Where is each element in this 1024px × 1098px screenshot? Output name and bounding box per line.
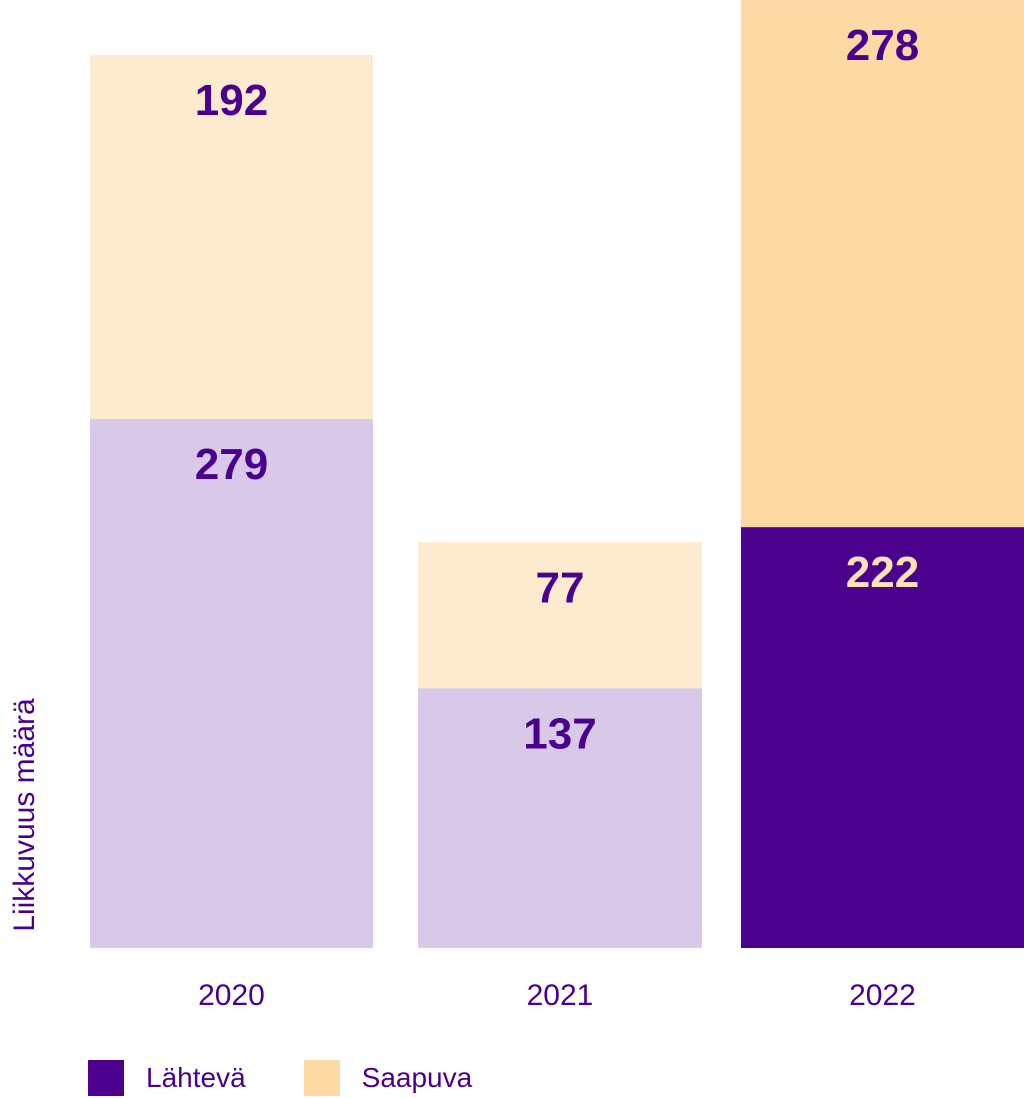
legend: Lähtevä Saapuva <box>88 1060 530 1096</box>
y-axis-label: Liikkuvuus määrä <box>8 698 41 932</box>
x-tick-2020: 2020 <box>198 979 265 1012</box>
bar-lahteva-2022 <box>741 527 1024 948</box>
value-label-saapuva-2020: 192 <box>195 76 268 125</box>
value-label-saapuva-2021: 77 <box>536 563 585 612</box>
bar-saapuva-2022 <box>741 0 1024 528</box>
x-tick-2021: 2021 <box>527 979 594 1012</box>
value-label-lahteva-2020: 279 <box>195 440 268 489</box>
legend-item-saapuva: Saapuva <box>303 1060 473 1096</box>
bar-lahteva-2021 <box>418 688 702 948</box>
bar-saapuva-2020 <box>90 55 373 420</box>
value-label-lahteva-2021: 137 <box>523 709 596 758</box>
bar-saapuva-2021 <box>418 542 702 689</box>
value-label-lahteva-2022: 222 <box>846 548 919 597</box>
stacked-bar-chart: 192 279 2020 77 137 2021 278 222 2022 Liikkuvuus … <box>8 0 1024 1012</box>
bar-lahteva-2020 <box>90 419 373 948</box>
legend-label-lahteva: Lähtevä <box>146 1062 246 1093</box>
legend-swatch-saapuva <box>303 1060 340 1096</box>
value-label-saapuva-2022: 278 <box>846 21 919 70</box>
legend-item-lahteva: Lähtevä <box>88 1060 246 1096</box>
legend-swatch-lahteva <box>88 1060 124 1096</box>
legend-label-saapuva: Saapuva <box>361 1062 473 1093</box>
x-tick-2022: 2022 <box>849 979 916 1012</box>
